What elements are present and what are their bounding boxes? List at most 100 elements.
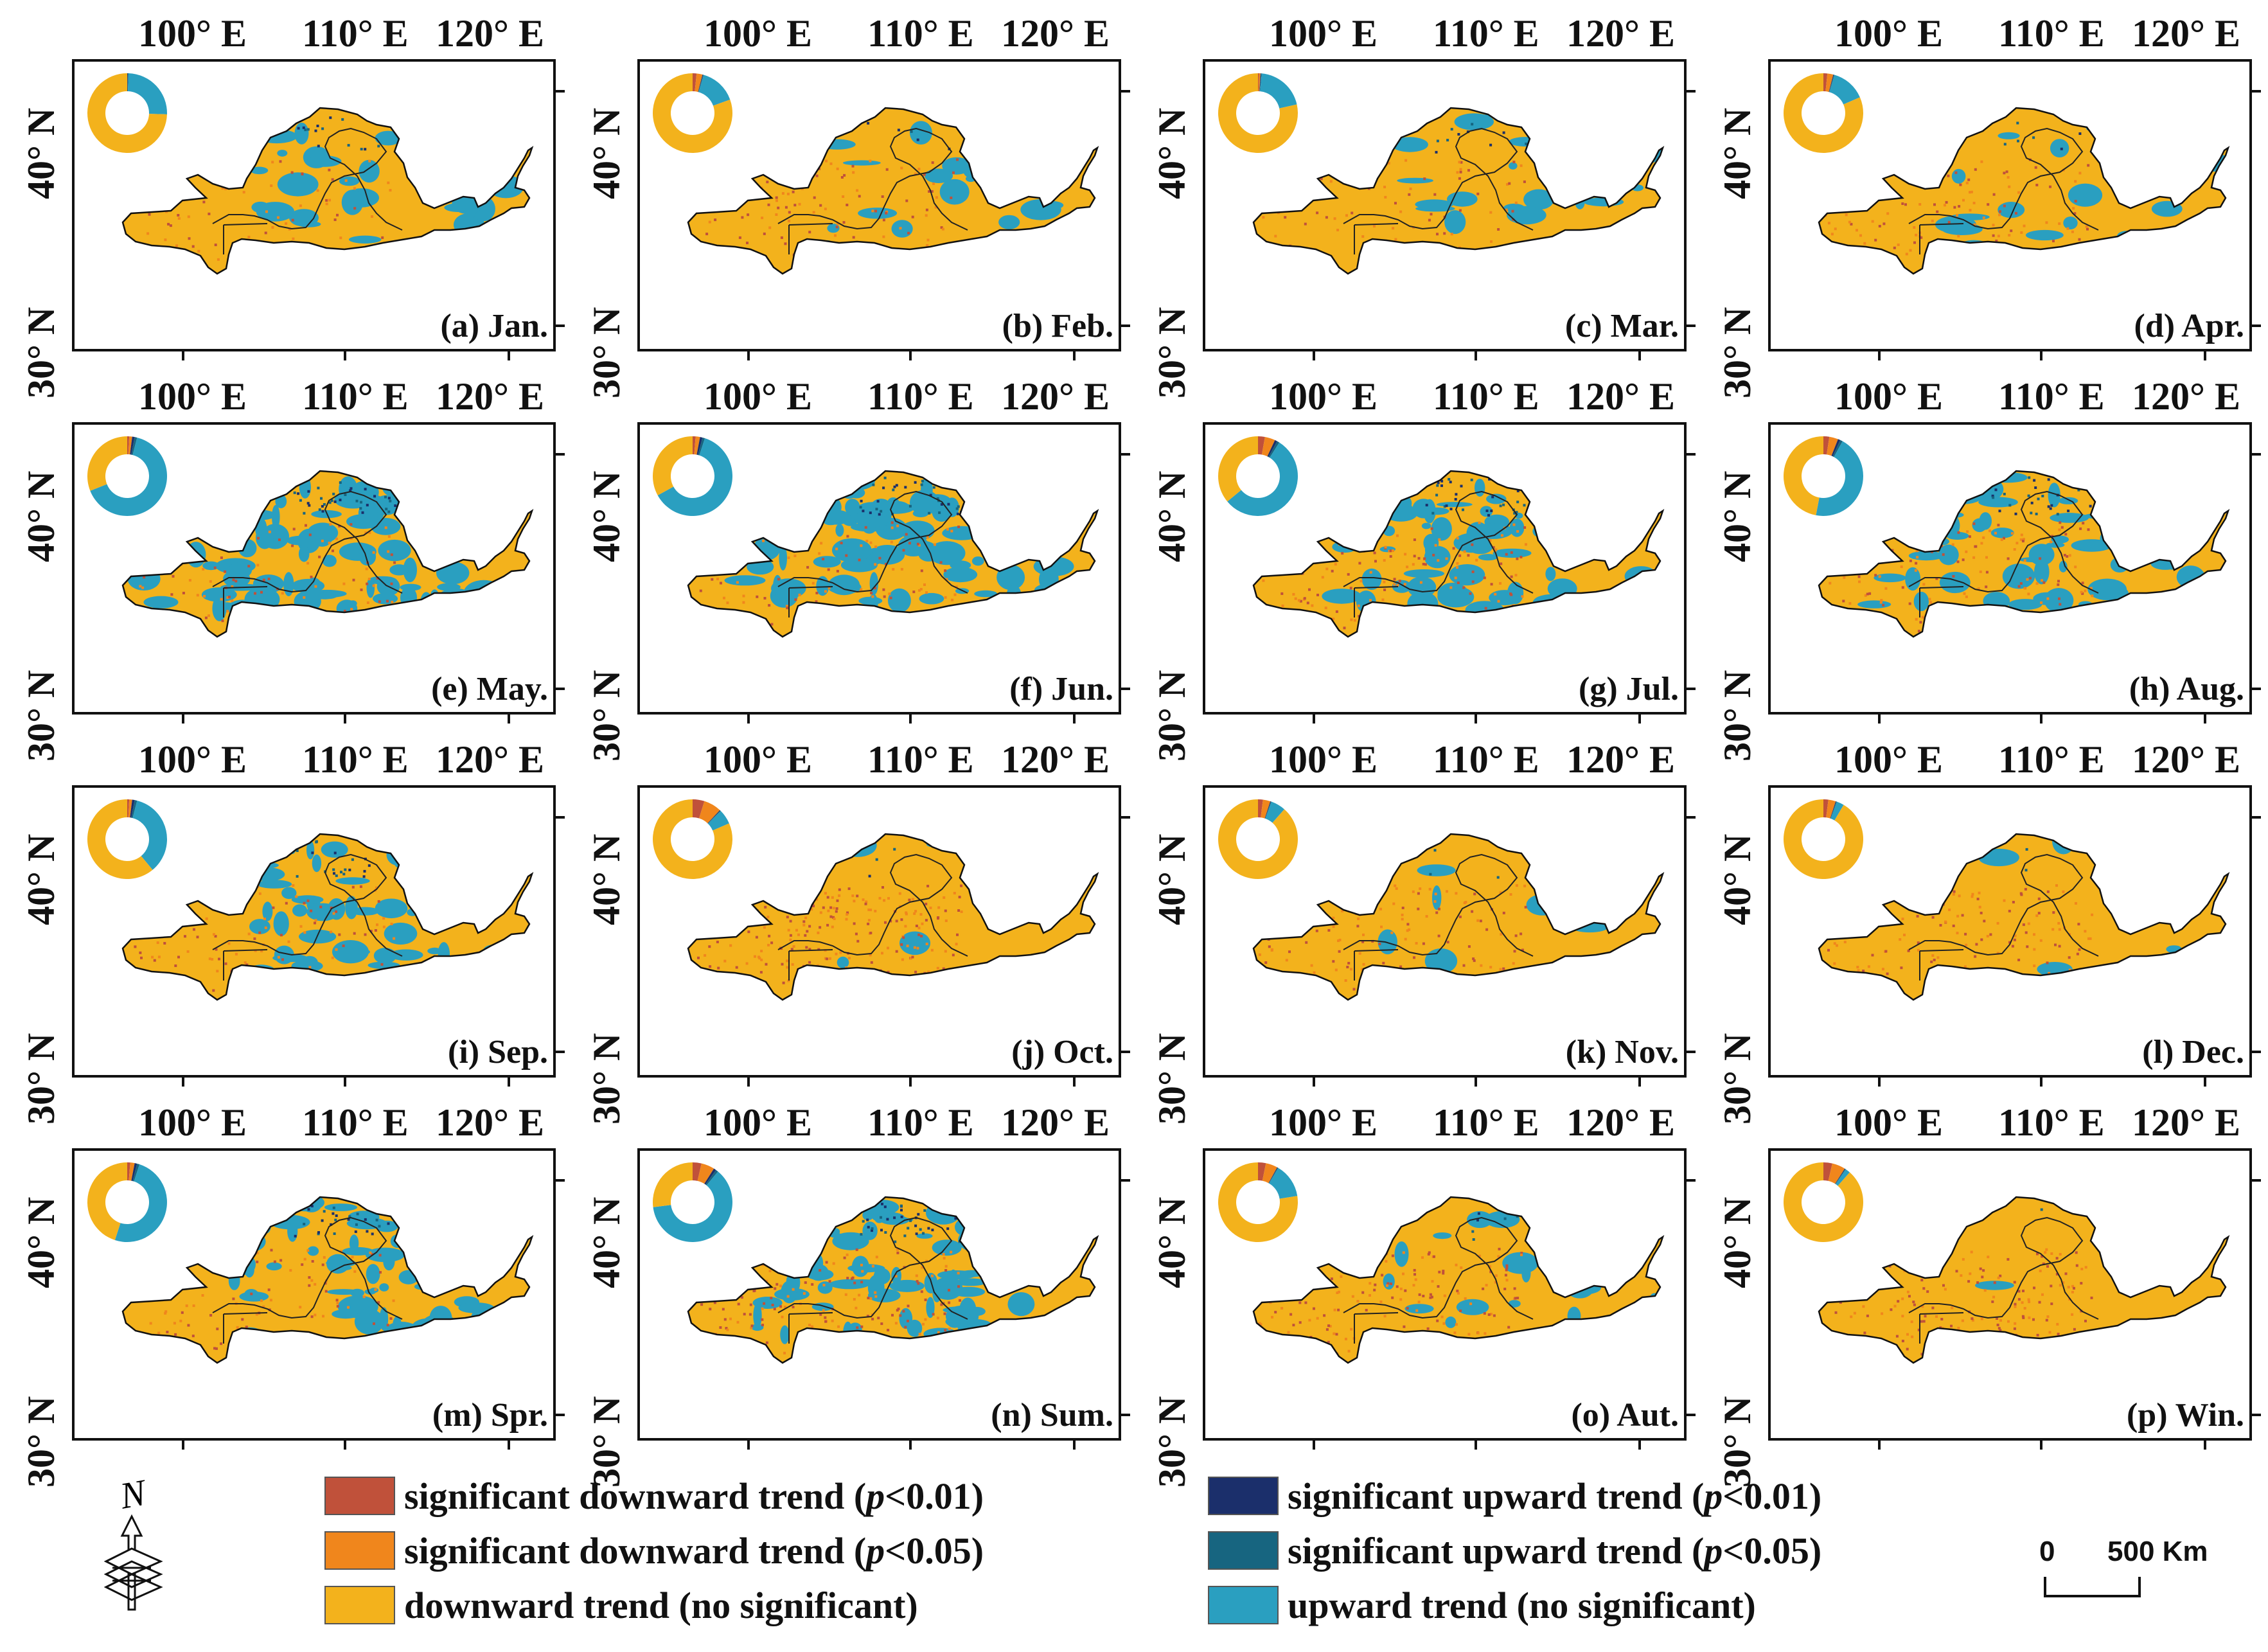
lat-tick (2252, 324, 2261, 327)
lon-tick (1475, 1441, 1477, 1450)
basin-outline (1818, 1196, 2230, 1364)
lon-label: 110° E (867, 12, 974, 55)
donut-slice (132, 800, 167, 870)
subregion-boundary (777, 127, 968, 254)
donut-slice (1836, 1169, 1850, 1186)
lon-label: 110° E (302, 12, 409, 55)
lon-label: 110° E (302, 375, 409, 418)
map-panel: 100° E 110° E 120° E 40° N 30° N (g) Jul. (1131, 363, 1696, 761)
lat-tick (1121, 324, 1130, 327)
subregion-boundary (1343, 127, 1534, 254)
lon-label: 110° E (1998, 375, 2105, 418)
donut-slice (1267, 440, 1277, 457)
lon-tick (747, 1441, 750, 1450)
lon-tick (182, 715, 184, 724)
lon-label: 120° E (436, 738, 545, 781)
lat-label: 40° N (1151, 1196, 1193, 1288)
lon-tick (182, 1441, 184, 1450)
subregion-boundary (1908, 1216, 2099, 1344)
map-panel: 100° E 110° E 120° E 40° N 30° N (a) Jan. (0, 0, 565, 398)
legend-label: significant upward trend (p<0.01) (1288, 1475, 1822, 1517)
map-panel-grid: 100° E 110° E 120° E 40° N 30° N (a) Jan. 100°… (0, 0, 2261, 1488)
donut-slice (1823, 1162, 1832, 1181)
trend-donut-chart (1784, 73, 1863, 153)
donut-slice (653, 436, 693, 495)
map-frame: (h) Aug. (1768, 422, 2252, 715)
lon-tick (909, 1078, 912, 1087)
lat-label: 40° N (20, 1196, 62, 1288)
legend-swatch (324, 1586, 395, 1624)
lat-tick (1687, 688, 1696, 690)
map-frame: (f) Jun. (637, 422, 1121, 715)
donut-slice (1784, 73, 1863, 153)
lat-label: 40° N (1716, 470, 1759, 562)
scale-label: 500 Km (2107, 1536, 2208, 1567)
donut-slice (1261, 799, 1271, 819)
donut-slice (1823, 436, 1830, 455)
subregion-boundary (777, 1216, 968, 1344)
map-frame: (o) Aut. (1203, 1148, 1687, 1441)
donut-slice (1832, 440, 1843, 457)
lon-tick (1475, 351, 1477, 360)
lat-tick (556, 453, 565, 456)
panel-title: (g) Jul. (1579, 671, 1679, 707)
north-arrow-label: N (116, 1471, 151, 1517)
basin-outline (1252, 1196, 1665, 1364)
donut-slice (90, 437, 167, 516)
map-panel: 100° E 110° E 120° E 40° N 30° N (j) Oct. (565, 726, 1131, 1124)
lon-tick (1475, 715, 1477, 724)
lon-tick (1878, 1441, 1881, 1450)
donut-slice (114, 1164, 167, 1242)
lon-label: 120° E (1001, 375, 1110, 418)
map-panel: 100° E 110° E 120° E 40° N 30° N (b) Feb. (565, 0, 1131, 398)
map-frame: (b) Feb. (637, 59, 1121, 351)
lon-tick (1313, 1078, 1315, 1087)
donut-slice (1268, 441, 1280, 458)
lon-tick (1878, 1078, 1881, 1087)
lon-label: 100° E (138, 12, 247, 55)
donut-slice (653, 73, 732, 154)
panel-title: (k) Nov. (1565, 1034, 1679, 1070)
donut-slice (707, 810, 721, 824)
lon-label: 120° E (2132, 738, 2241, 781)
map-panel: 100° E 110° E 120° E 40° N 30° N (f) Jun. (565, 363, 1131, 761)
panel-title: (h) Aug. (2129, 671, 2244, 707)
donut-slice (1218, 73, 1298, 153)
donut-slice (1227, 442, 1298, 516)
donut-slice (1835, 1168, 1846, 1184)
basin-outline (1252, 107, 1665, 275)
lon-tick (508, 1078, 510, 1087)
lon-label: 110° E (867, 1101, 974, 1144)
map-panel: 100° E 110° E 120° E 40° N 30° N (c) Mar. (1131, 0, 1696, 398)
donut-slice (1827, 436, 1838, 456)
lat-tick (1121, 1179, 1130, 1182)
lon-tick (1073, 1441, 1076, 1450)
lon-label: 100° E (1834, 738, 1944, 781)
lon-tick (1073, 715, 1076, 724)
donut-slice (1265, 801, 1272, 819)
panel-title: (m) Spr. (432, 1397, 548, 1434)
legend-swatch (1208, 1586, 1279, 1624)
donut-slice (1258, 799, 1263, 818)
lon-tick (1638, 351, 1641, 360)
donut-slice (653, 1162, 693, 1207)
panel-title: (n) Sum. (991, 1397, 1113, 1434)
donut-slice (698, 74, 704, 93)
donut-slice (128, 1162, 135, 1181)
lat-tick (556, 90, 565, 93)
donut-slice (1835, 1169, 1846, 1184)
map-frame: (k) Nov. (1203, 785, 1687, 1078)
lon-tick (747, 1078, 750, 1087)
donut-slice (653, 1171, 732, 1242)
trend-donut-chart (653, 73, 732, 154)
trend-donut-chart (1218, 799, 1298, 879)
lat-tick (556, 1179, 565, 1182)
subregion-boundary (1908, 853, 2099, 981)
donut-slice (1830, 801, 1837, 819)
legend-item: significant upward trend (p<0.01) (1208, 1470, 1821, 1522)
lon-tick (182, 351, 184, 360)
basin-outline (687, 833, 1099, 1001)
lon-label: 110° E (1998, 12, 2105, 55)
lon-label: 100° E (704, 375, 813, 418)
lon-tick (2204, 351, 2206, 360)
